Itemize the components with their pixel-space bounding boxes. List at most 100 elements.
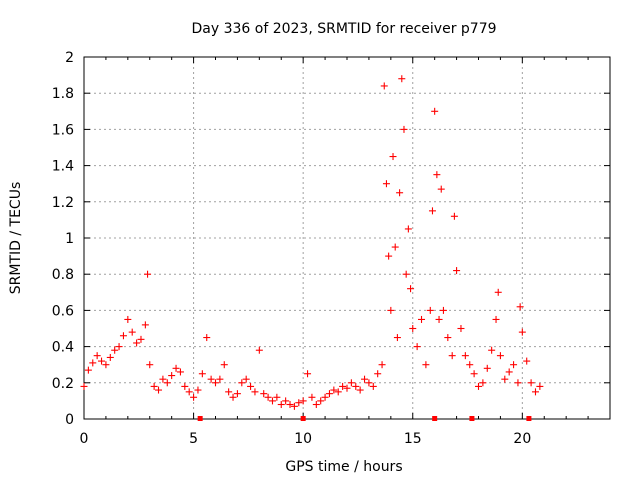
gap-marker <box>469 416 475 421</box>
data-point <box>233 390 241 398</box>
data-point <box>84 366 92 374</box>
data-point <box>286 401 294 409</box>
data-point <box>282 397 290 405</box>
data-point <box>144 270 152 278</box>
data-point <box>339 382 347 390</box>
y-tick-label: 1 <box>65 231 74 247</box>
y-tick-label: 1.8 <box>52 86 74 102</box>
data-point <box>325 390 333 398</box>
data-point <box>80 382 88 390</box>
grid <box>84 57 610 419</box>
data-point <box>150 382 158 390</box>
gap-marker <box>432 416 438 421</box>
data-point <box>181 382 189 390</box>
data-point <box>295 399 303 407</box>
data-point <box>413 343 421 351</box>
data-point <box>369 382 377 390</box>
data-point <box>111 346 119 354</box>
data-point <box>312 401 320 409</box>
data-point <box>321 393 329 401</box>
data-point <box>389 153 397 161</box>
data-point <box>194 386 202 394</box>
y-tick-label: 0.4 <box>52 340 74 356</box>
data-point <box>461 352 469 360</box>
data-point <box>496 352 504 360</box>
y-tick-label: 0.8 <box>52 267 74 283</box>
data-point <box>365 379 373 387</box>
data-point <box>505 368 513 376</box>
data-point <box>382 180 390 188</box>
data-point <box>242 375 250 383</box>
data-point <box>128 328 136 336</box>
data-point <box>527 379 535 387</box>
data-point <box>238 379 246 387</box>
data-point <box>277 401 285 409</box>
data-point <box>407 285 415 293</box>
y-tick-label: 1.2 <box>52 195 74 211</box>
data-point <box>304 370 312 378</box>
data-point <box>198 370 206 378</box>
y-axis-label: SRMTID / TECUs <box>8 182 24 295</box>
data-point <box>159 375 167 383</box>
data-point <box>433 171 441 179</box>
data-point <box>203 334 211 342</box>
data-point <box>453 267 461 275</box>
data-point <box>225 388 233 396</box>
data-point <box>426 306 434 314</box>
data-point <box>330 386 338 394</box>
data-point <box>155 386 163 394</box>
y-tick-label: 0.6 <box>52 303 74 319</box>
data-point <box>483 364 491 372</box>
data-point <box>378 361 386 369</box>
data-point <box>106 353 114 361</box>
data-point <box>418 315 426 323</box>
data-point <box>273 393 281 401</box>
data-point <box>168 372 176 380</box>
data-point <box>400 125 408 133</box>
data-point <box>431 107 439 115</box>
data-point <box>220 361 228 369</box>
data-point <box>393 334 401 342</box>
data-point <box>385 252 393 260</box>
data-point <box>518 328 526 336</box>
data-point <box>428 207 436 215</box>
data-point <box>247 382 255 390</box>
x-tick-label: 20 <box>513 431 531 447</box>
data-point <box>470 370 478 378</box>
data-point <box>501 375 509 383</box>
data-point <box>124 315 132 323</box>
x-axis-label: GPS time / hours <box>285 459 402 475</box>
data-point <box>391 243 399 251</box>
data-point <box>343 384 351 392</box>
data-point <box>229 393 237 401</box>
data-point <box>516 303 524 311</box>
y-tick-label: 0.2 <box>52 376 74 392</box>
data-point <box>356 386 364 394</box>
data-point <box>510 361 518 369</box>
data-point <box>475 382 482 390</box>
data-point <box>334 388 342 396</box>
data-point <box>268 397 276 405</box>
y-tick-label: 0 <box>65 412 74 428</box>
data-point <box>137 335 145 343</box>
data-point <box>260 390 268 398</box>
data-point <box>163 379 171 387</box>
data-point <box>251 388 259 396</box>
y-tick-label: 2 <box>65 50 74 66</box>
data-point <box>185 388 193 396</box>
data-point <box>172 364 180 372</box>
data-point <box>146 361 154 369</box>
data-point <box>115 343 123 351</box>
data-point <box>387 306 395 314</box>
data-point <box>398 75 406 83</box>
data-point <box>264 393 272 401</box>
gap-marker <box>197 416 203 421</box>
data-point <box>98 357 106 365</box>
data-point <box>133 339 141 347</box>
data-point <box>536 382 544 390</box>
data-point <box>457 325 465 332</box>
data-point <box>466 361 474 369</box>
data-point <box>102 361 110 369</box>
